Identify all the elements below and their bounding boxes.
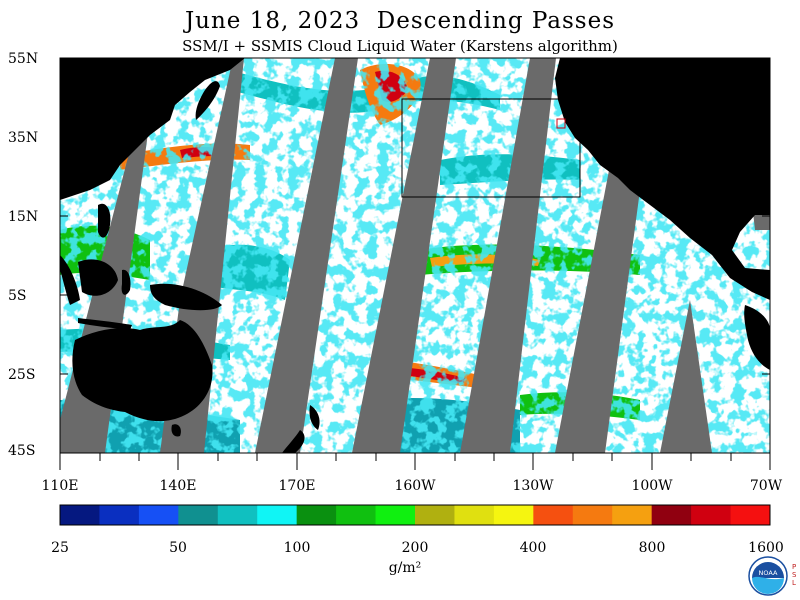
colorbar-segment	[217, 505, 258, 525]
colorbar-segment	[612, 505, 653, 525]
colorbar-tick-label: 800	[638, 540, 666, 556]
colorbar-segment	[375, 505, 416, 525]
site-marker-box	[556, 118, 566, 129]
lat-label: 15N	[8, 209, 39, 225]
colorbar-segment	[533, 505, 574, 525]
land-masses	[60, 58, 770, 453]
lat-label: 55N	[8, 51, 39, 67]
lon-label: 70W	[749, 478, 783, 494]
colorbar-tick-label: 1600	[748, 540, 784, 556]
noaa-logo: NOAA	[748, 556, 788, 596]
lon-label: 140E	[159, 478, 197, 494]
colorbar-segment	[651, 505, 692, 525]
colorbar	[60, 505, 771, 525]
colorbar-frame	[59, 504, 771, 526]
colorbar-tick-label: 50	[169, 540, 187, 556]
colorbar-segment	[178, 505, 219, 525]
colorbar-segment	[415, 505, 455, 525]
colorbar-tick-label: 100	[283, 540, 311, 556]
colorbar-segment	[730, 505, 771, 525]
colorbar-segment	[138, 505, 179, 525]
lon-label: 170E	[278, 478, 316, 494]
lon-label: 110E	[41, 478, 79, 494]
colorbar-segment	[60, 505, 100, 525]
units-label: g/m²	[388, 560, 422, 576]
colorbar-segment	[99, 505, 140, 525]
map-title: June 18, 2023 Descending Passes	[184, 8, 616, 34]
map-subtitle: SSM/I + SSMIS Cloud Liquid Water (Karste…	[182, 37, 618, 55]
longitude-ticks	[59, 453, 771, 470]
colorbar-tick-label: 400	[519, 540, 547, 556]
lat-label: 5S	[8, 288, 27, 304]
lat-label: 35N	[8, 130, 39, 146]
latitude-ticks	[60, 57, 770, 454]
colorbar-segment	[572, 505, 613, 525]
lon-label: 160W	[394, 478, 436, 494]
colorbar-segment	[296, 505, 337, 525]
lat-label: 25S	[8, 367, 36, 383]
lon-label: 130W	[512, 478, 554, 494]
logo-text: NOAA	[759, 569, 778, 577]
colorbar-segment	[336, 505, 377, 525]
colorbar-segment	[691, 505, 732, 525]
colorbar-tick-label: 25	[51, 540, 69, 556]
colorbar-segment	[493, 505, 534, 525]
lon-label: 100W	[631, 478, 673, 494]
region-box-overlay	[401, 98, 581, 198]
colorbar-tick-label: 200	[401, 540, 429, 556]
colorbar-segment	[257, 505, 298, 525]
lat-label: 45S	[8, 443, 36, 459]
colorbar-segment	[454, 505, 495, 525]
